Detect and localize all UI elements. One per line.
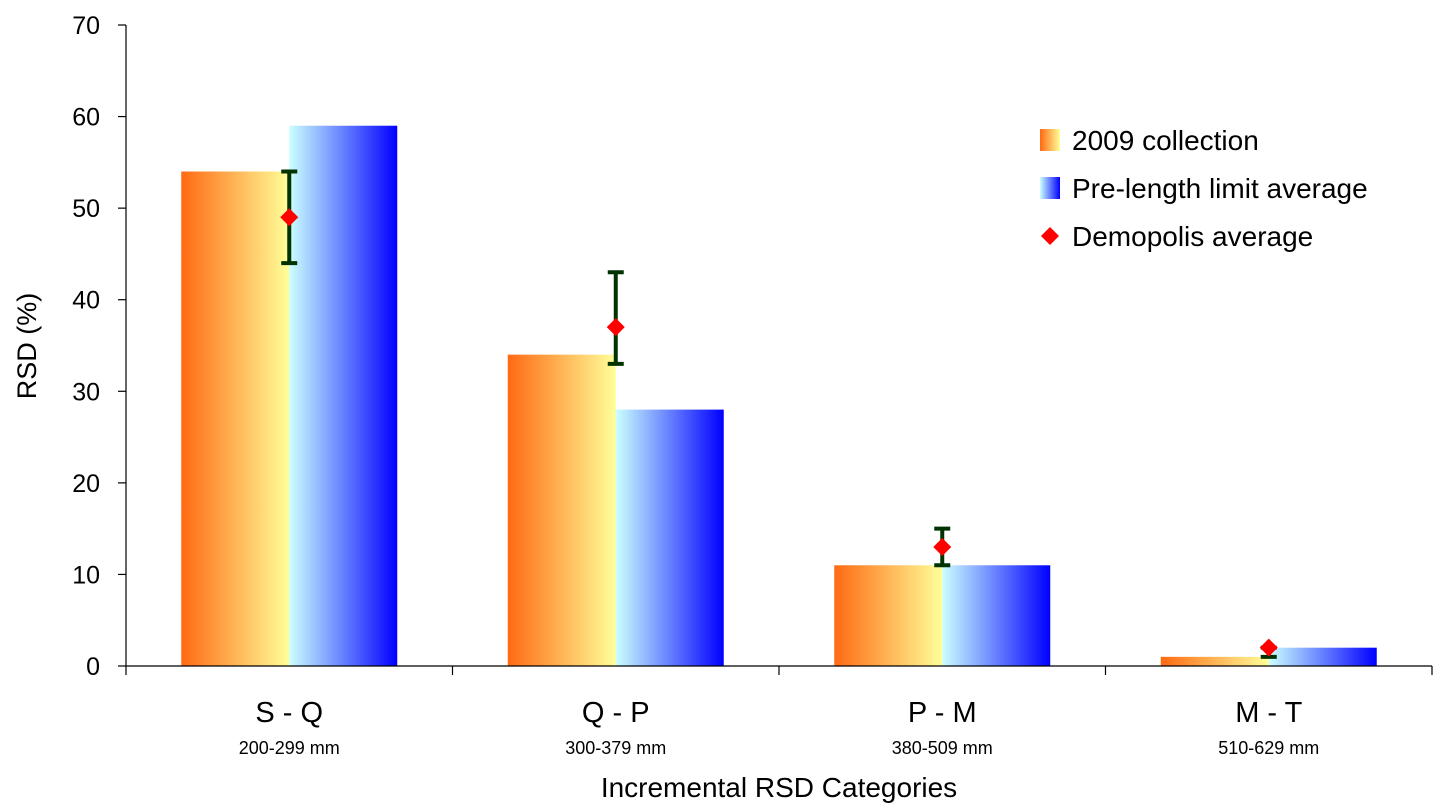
x-tick-label-1: Q - P	[582, 697, 650, 729]
y-tick-label-50: 50	[72, 195, 100, 223]
x-axis-label: Incremental RSD Categories	[601, 772, 957, 803]
x-tick-sublabel-2: 380-509 mm	[892, 738, 993, 758]
bar-collection-2009-3	[1160, 656, 1269, 666]
bar-pre-length-limit-2	[942, 565, 1051, 666]
y-tick-label-60: 60	[72, 104, 100, 132]
legend-label-2: Demopolis average	[1072, 221, 1313, 252]
legend: 2009 collection Pre-length limit average D…	[1040, 125, 1368, 252]
marker-demopolis-1	[606, 318, 625, 337]
x-tick-sublabel-3: 510-629 mm	[1218, 738, 1319, 758]
y-tick-label-20: 20	[72, 470, 100, 498]
x-tick-label-2: P - M	[908, 697, 977, 729]
y-tick-label-40: 40	[72, 287, 100, 315]
bar-collection-2009-2	[834, 565, 943, 666]
marker-demopolis-3	[1259, 638, 1278, 657]
legend-swatch-0	[1040, 129, 1060, 151]
legend-label-1: Pre-length limit average	[1072, 173, 1368, 204]
x-tick-sublabel-0: 200-299 mm	[239, 738, 340, 758]
axes-layer: 0 10 20 30 40 50 60 70 S - Q 200-299 mm Q - P 300-3…	[72, 12, 1433, 758]
legend-swatch-1	[1040, 177, 1060, 199]
y-tick-label-30: 30	[72, 378, 100, 406]
legend-label-0: 2009 collection	[1072, 125, 1259, 156]
markers-layer	[280, 169, 1278, 659]
marker-demopolis-2	[933, 537, 952, 556]
y-tick-label-0: 0	[86, 653, 100, 681]
legend-swatch-2	[1041, 227, 1059, 245]
bar-collection-2009-1	[507, 354, 616, 666]
y-tick-label-70: 70	[72, 12, 100, 40]
x-tick-label-3: M - T	[1235, 697, 1302, 729]
bar-pre-length-limit-1	[615, 409, 724, 666]
x-tick-sublabel-1: 300-379 mm	[565, 738, 666, 758]
bar-pre-length-limit-3	[1268, 647, 1377, 666]
x-tick-label-0: S - Q	[255, 697, 323, 729]
bar-collection-2009-0	[181, 171, 290, 666]
y-tick-label-10: 10	[72, 561, 100, 589]
bars-layer	[181, 125, 1377, 666]
bar-pre-length-limit-0	[289, 125, 398, 666]
y-axis-label: RSD (%)	[12, 293, 42, 400]
marker-demopolis-0	[280, 208, 299, 227]
